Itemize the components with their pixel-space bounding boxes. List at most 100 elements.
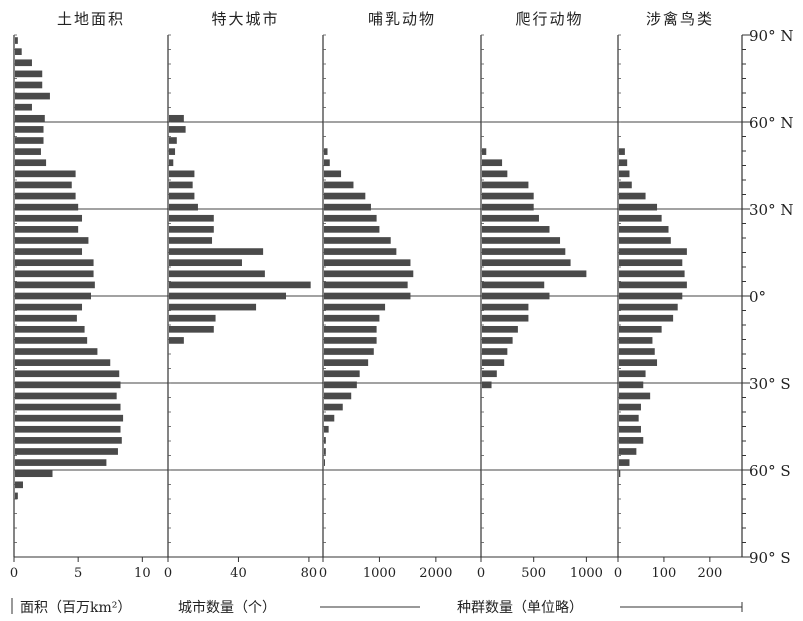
bar — [324, 237, 391, 244]
bar — [482, 192, 534, 200]
bar — [169, 237, 213, 244]
bar — [482, 348, 508, 355]
bar — [15, 114, 45, 122]
bar — [324, 337, 377, 344]
bar — [169, 292, 287, 300]
bar — [619, 214, 662, 222]
panel-title: 哺乳动物 — [368, 10, 436, 28]
bar — [15, 459, 107, 466]
bar — [619, 470, 621, 478]
x-tick-label: 500 — [521, 566, 546, 581]
bar — [15, 425, 121, 433]
bar — [619, 325, 662, 333]
bar — [619, 348, 655, 355]
bar — [15, 348, 98, 355]
bar — [324, 348, 374, 355]
bar — [15, 492, 18, 500]
bar — [619, 281, 687, 289]
x-tick-label: 2000 — [419, 566, 452, 581]
bar — [324, 248, 397, 255]
bar — [169, 159, 174, 167]
bar — [15, 448, 118, 455]
x-tick-label: 1000 — [363, 566, 396, 581]
bar — [15, 325, 85, 333]
bar — [15, 281, 95, 289]
bar — [482, 281, 545, 289]
bar — [15, 170, 76, 178]
bar — [619, 237, 671, 244]
bar — [15, 181, 72, 189]
bar — [619, 359, 658, 366]
cities-unit-label: 城市数量（个） — [178, 599, 276, 616]
bar — [169, 214, 214, 222]
bar — [169, 337, 184, 344]
bar — [169, 192, 195, 200]
bar — [169, 248, 264, 255]
latitude-label: 30° S — [749, 375, 791, 393]
latitude-label: 90° N — [749, 27, 793, 45]
bar — [169, 259, 242, 267]
bar — [15, 248, 83, 255]
bar — [169, 137, 177, 144]
bar — [482, 237, 561, 244]
bar — [15, 81, 43, 89]
bar — [15, 203, 79, 211]
x-tick-label: 0 — [477, 566, 485, 581]
bar — [15, 137, 44, 144]
bar — [169, 270, 265, 278]
x-tick-label: 0 — [164, 566, 172, 581]
bar — [324, 148, 328, 155]
latitude-label: 90° S — [749, 549, 791, 567]
bar — [15, 59, 32, 67]
bar — [482, 303, 529, 311]
bar — [482, 381, 492, 389]
bar — [324, 314, 380, 322]
bar — [324, 259, 411, 267]
bar — [169, 314, 216, 322]
bar — [15, 103, 32, 111]
bar — [324, 459, 325, 466]
bar — [619, 425, 641, 433]
species-unit-label: 种群数量（单位略） — [457, 600, 583, 616]
x-tick-label: 0 — [10, 566, 18, 581]
area-unit-label: 面积（百万km²） — [20, 600, 131, 616]
latitude-label: 60° S — [749, 462, 791, 480]
bar — [619, 226, 669, 233]
bar — [619, 170, 630, 178]
bar — [619, 148, 625, 155]
bar — [169, 203, 198, 211]
bar — [15, 303, 83, 311]
x-tick-label: 5 — [74, 566, 82, 581]
bar — [15, 259, 94, 267]
bar — [15, 126, 44, 133]
bar — [619, 248, 687, 255]
bar — [15, 403, 121, 411]
bar — [482, 359, 505, 366]
bar — [324, 437, 326, 444]
bar — [619, 370, 646, 378]
bar — [15, 359, 111, 366]
bar — [324, 392, 352, 400]
bar — [619, 259, 683, 267]
bar — [15, 237, 89, 244]
bar — [324, 359, 369, 366]
bar — [482, 170, 508, 178]
bar — [15, 470, 53, 478]
bar — [15, 381, 121, 389]
bar — [324, 370, 360, 378]
latitude-label: 30° N — [749, 201, 793, 219]
bar — [324, 203, 371, 211]
bar — [619, 381, 644, 389]
bar — [482, 292, 550, 300]
x-tick-label: 10 — [134, 566, 151, 581]
bar — [15, 481, 23, 489]
bar — [482, 248, 566, 255]
bar — [619, 459, 630, 466]
bar — [619, 403, 641, 411]
bar — [15, 214, 83, 222]
bar — [324, 281, 408, 289]
bar — [15, 92, 50, 100]
bar — [15, 292, 91, 300]
bar — [324, 325, 377, 333]
bar — [324, 226, 380, 233]
